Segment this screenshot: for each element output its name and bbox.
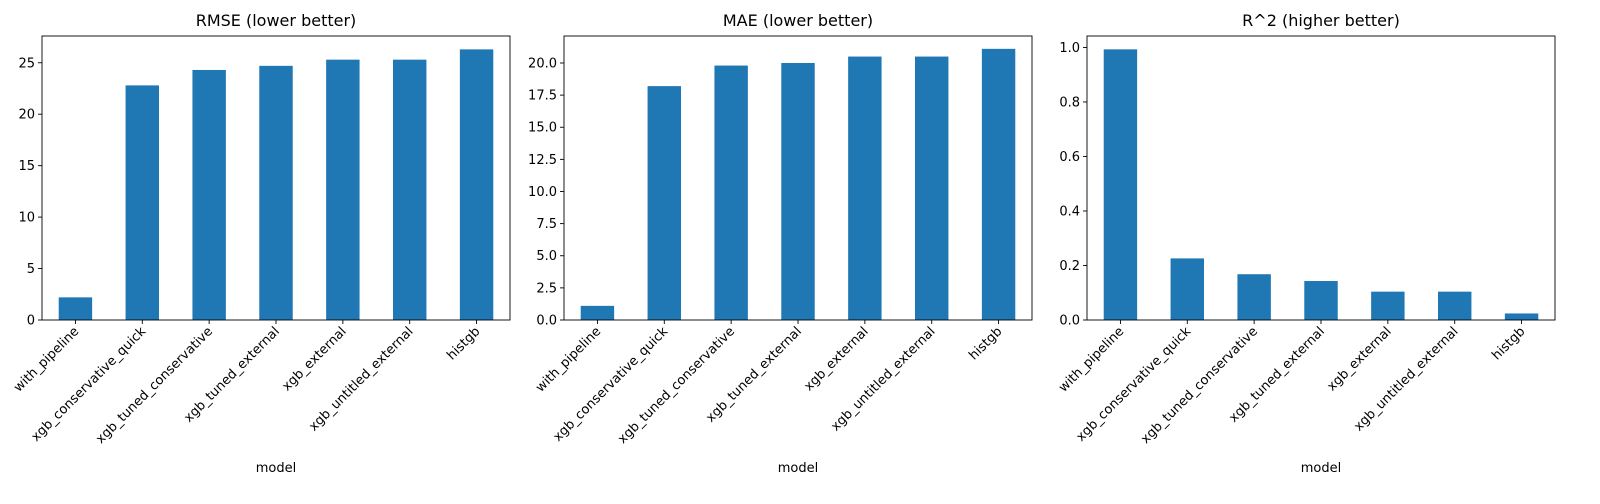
bar [1438, 291, 1472, 320]
x-tick-label: xgb_tuned_conservative [615, 324, 738, 447]
y-tick-label: 15.0 [528, 121, 557, 136]
y-tick-label: 0.4 [1059, 204, 1080, 219]
bar [1103, 49, 1138, 321]
y-tick-label: 20 [18, 108, 35, 123]
bar [459, 49, 494, 320]
bar [125, 85, 159, 320]
bar [647, 86, 681, 321]
chart-title: RMSE (lower better) [196, 11, 357, 30]
x-tick-label: with_pipeline [11, 324, 82, 395]
y-tick-label: 15 [18, 159, 35, 174]
x-axis-label: model [256, 461, 296, 476]
chart-panel-1: 0.0 2.5 5.0 7.5 10.0 12.5 15.0 17.5 20.0 with_pip… [528, 11, 1033, 476]
y-tick-label: 17.5 [528, 89, 557, 104]
bar [981, 48, 1016, 320]
y-tick-label: 5.0 [536, 249, 557, 264]
chart-panel-0: 0 5 10 15 20 25 with_pipelinexgb_conservative_… [11, 11, 511, 476]
x-axis-label: model [778, 461, 818, 476]
x-tick-label: xgb_external [802, 324, 872, 394]
chart-title: R^2 (higher better) [1242, 11, 1400, 30]
x-tick-label: xgb_conservative_quick [29, 324, 150, 445]
bar [259, 65, 293, 320]
y-tick-label: 2.5 [536, 281, 557, 296]
bar [192, 69, 226, 321]
y-tick-label: 0.0 [536, 314, 557, 329]
bar [781, 62, 815, 321]
y-tick-label: 5 [27, 262, 35, 277]
chart-title: MAE (lower better) [723, 11, 873, 30]
x-tick-label: xgb_tuned_conservative [93, 324, 216, 447]
chart-panel-2: 0.0 0.2 0.4 0.6 0.8 1.0 with_pipelinexgb_conse… [1056, 11, 1556, 476]
bar [1304, 281, 1338, 320]
y-tick-label: 0.8 [1059, 95, 1080, 110]
bar [393, 59, 427, 321]
bar [58, 297, 93, 320]
x-tick-label: xgb_tuned_conservative [1138, 324, 1261, 447]
y-tick-label: 12.5 [528, 153, 557, 168]
bar [1237, 274, 1271, 320]
y-tick-label: 0.6 [1059, 150, 1080, 165]
x-tick-label: xgb_conservative_quick [1074, 324, 1195, 445]
x-tick-label: xgb_external [1325, 324, 1395, 394]
bar [1504, 313, 1539, 320]
axes-frame [1086, 35, 1556, 321]
y-tick-label: 0.0 [1059, 314, 1080, 329]
y-tick-label: 1.0 [1059, 41, 1080, 56]
y-tick-label: 0.2 [1059, 259, 1080, 274]
x-tick-label: with_pipeline [533, 324, 604, 395]
y-tick-label: 25 [18, 56, 35, 71]
y-tick-label: 0 [27, 314, 35, 329]
y-tick-label: 10 [18, 211, 35, 226]
y-tick-label: 7.5 [536, 217, 557, 232]
bar [580, 305, 615, 320]
x-tick-label: histgb [444, 324, 483, 363]
x-tick-label: xgb_conservative_quick [551, 324, 672, 445]
x-tick-label: xgb_external [280, 324, 350, 394]
bar [1170, 258, 1204, 320]
x-tick-label: histgb [1489, 324, 1528, 363]
bar [714, 65, 748, 320]
bar [915, 56, 949, 321]
bar [1371, 291, 1405, 320]
y-tick-label: 10.0 [528, 185, 557, 200]
y-tick-label: 20.0 [528, 56, 557, 71]
bar [848, 56, 882, 321]
x-tick-label: with_pipeline [1056, 324, 1127, 395]
x-tick-label: histgb [966, 324, 1005, 363]
x-axis-label: model [1301, 461, 1341, 476]
bar [326, 59, 360, 321]
